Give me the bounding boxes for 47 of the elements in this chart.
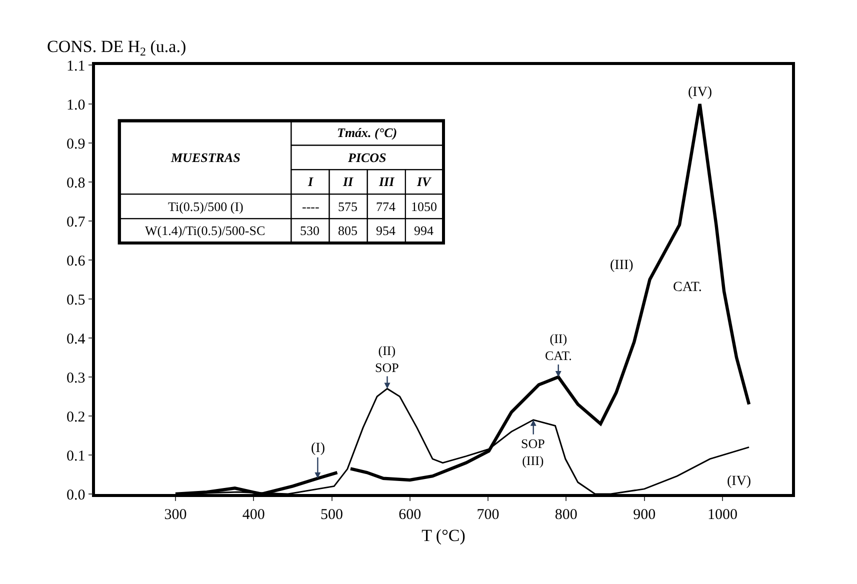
y-tick-label: 0.4 bbox=[66, 331, 86, 348]
x-tick-label: I bbox=[307, 174, 314, 189]
x-tick-label: III bbox=[378, 174, 396, 189]
y-tick-label: 1.1 bbox=[66, 58, 86, 74]
y-tick-label: 0.2 bbox=[66, 409, 86, 426]
annotation: (II) CAT. bbox=[545, 331, 572, 363]
y-tick-label: 0.7 bbox=[66, 214, 86, 230]
annotation: (I) bbox=[311, 441, 326, 456]
annotation: (III) bbox=[610, 258, 634, 273]
annotation: CAT. bbox=[673, 280, 702, 295]
data-label: 1050 bbox=[411, 199, 437, 214]
data-label: 575 bbox=[338, 199, 358, 214]
x-axis-title: T (°C) bbox=[422, 526, 466, 546]
data-label: 805 bbox=[338, 223, 358, 238]
annotation: SOP (III) bbox=[521, 436, 545, 468]
x-tick-label: 1000 bbox=[707, 506, 738, 523]
x-tick-label: 900 bbox=[633, 506, 656, 523]
y-tick-label: 1.0 bbox=[66, 97, 86, 114]
y-axis-title: CONS. DE H$_{2}$ (u.a.) bbox=[47, 37, 186, 59]
annotation: (IV) bbox=[727, 474, 752, 489]
y-tick-label: 0.0 bbox=[66, 487, 86, 504]
y-tick-label: 0.5 bbox=[66, 292, 86, 308]
text: ---- bbox=[302, 199, 320, 214]
chart-title: Tmáx. (°C) bbox=[337, 125, 398, 140]
x-tick-label: 500 bbox=[320, 506, 344, 523]
x-tick-label: 600 bbox=[398, 506, 422, 523]
y-tick-label: 0.3 bbox=[66, 370, 86, 386]
data-label: 530 bbox=[300, 223, 320, 238]
x-tick-label: 300 bbox=[164, 506, 187, 523]
x-tick-label: IV bbox=[416, 174, 432, 189]
data-label: 954 bbox=[376, 223, 396, 238]
y-axis-title: MUESTRAS bbox=[170, 150, 240, 165]
x-tick-label: II bbox=[342, 174, 354, 189]
y-tick-label: 0.6 bbox=[66, 253, 86, 270]
x-axis-title: PICOS bbox=[348, 150, 386, 165]
annotation: (II) SOP bbox=[375, 343, 399, 375]
y-tick-label: 0.9 bbox=[66, 136, 86, 152]
y-tick-label: 0.1 bbox=[66, 448, 86, 464]
x-tick-label: 800 bbox=[554, 506, 578, 523]
data-label: 774 bbox=[376, 199, 396, 214]
x-tick-label: 400 bbox=[242, 506, 265, 523]
x-tick-label: 700 bbox=[476, 506, 500, 523]
data-label: 994 bbox=[414, 223, 434, 238]
y-tick-label: 0.8 bbox=[66, 175, 86, 192]
y-tick-label: Ti(0.5)/500 (I) bbox=[168, 199, 244, 214]
y-tick-label: W(1.4)/Ti(0.5)/500-SC bbox=[145, 223, 266, 238]
annotation: (IV) bbox=[688, 85, 712, 100]
